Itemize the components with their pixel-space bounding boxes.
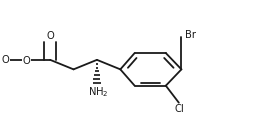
Text: NH$_2$: NH$_2$	[88, 85, 108, 99]
Text: O: O	[23, 55, 31, 66]
Text: O: O	[46, 31, 54, 41]
Text: O: O	[2, 55, 9, 65]
Text: Cl: Cl	[175, 104, 184, 114]
Text: Br: Br	[185, 30, 196, 40]
